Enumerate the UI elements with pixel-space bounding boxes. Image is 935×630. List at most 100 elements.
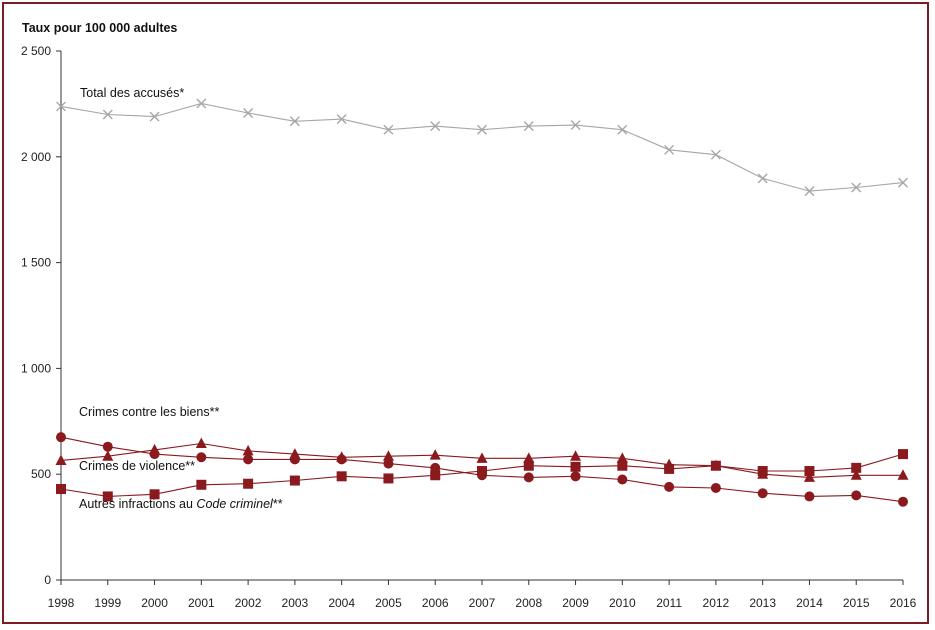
data-point-s3-2013 — [757, 466, 768, 477]
data-point-s1-2016 — [898, 496, 908, 507]
series-label-property: Crimes contre les biens** — [79, 405, 219, 419]
x-tick-label: 2002 — [235, 596, 262, 610]
data-point-s1-2011 — [664, 481, 675, 492]
x-tick-label: 2014 — [796, 596, 823, 610]
data-point-s0-1999 — [102, 109, 113, 120]
series-label-total: Total des accusés* — [80, 86, 184, 100]
data-point-s1-2012 — [710, 482, 721, 493]
y-tick-label: 1 000 — [21, 361, 51, 375]
data-point-s3-1998 — [56, 484, 66, 495]
data-point-s2-2007 — [476, 452, 488, 463]
data-point-s3-2002 — [243, 478, 254, 489]
data-point-s2-2002 — [242, 444, 254, 456]
data-point-s1-2010 — [617, 474, 628, 485]
data-point-s2-2014 — [803, 471, 815, 482]
x-tick-label: 2008 — [515, 596, 542, 610]
series-label-violent: Crimes de violence** — [79, 459, 195, 473]
data-point-s3-2003 — [289, 475, 300, 486]
data-point-s0-2007 — [477, 124, 487, 135]
data-point-s0-2012 — [710, 149, 721, 160]
y-tick-label: 0 — [44, 573, 51, 587]
series-label-other-italic: Code criminel — [196, 497, 274, 511]
series-line-0 — [60, 102, 904, 192]
x-tick-label: 2005 — [375, 596, 402, 610]
x-tick-label: 2009 — [562, 596, 589, 610]
x-tick-label: 2001 — [188, 596, 215, 610]
data-point-s1-2013 — [757, 488, 768, 499]
data-point-s3-2009 — [570, 461, 581, 472]
series-markers — [55, 98, 909, 507]
x-tick-label: 2016 — [890, 596, 917, 610]
series-label-other: Autres infractions au Code criminel** — [79, 497, 283, 511]
data-point-s3-2011 — [664, 463, 675, 474]
data-point-s3-2010 — [617, 460, 628, 471]
x-tick-label: 2000 — [141, 596, 168, 610]
data-point-s0-2006 — [430, 121, 441, 132]
data-point-s0-2009 — [570, 120, 581, 131]
data-point-s0-2008 — [523, 121, 534, 132]
chart-frame — [2, 2, 929, 624]
data-point-s2-2001 — [195, 437, 207, 449]
data-point-s0-2003 — [289, 116, 300, 127]
data-point-s2-1998 — [55, 454, 67, 465]
data-point-s3-2006 — [430, 470, 441, 481]
data-point-s1-2008 — [523, 472, 534, 483]
data-point-s1-2014 — [804, 491, 815, 502]
data-point-s2-2015 — [850, 469, 862, 480]
data-point-s3-2004 — [336, 471, 347, 482]
data-point-s0-2011 — [664, 144, 675, 155]
data-point-s1-2001 — [196, 452, 207, 463]
x-tick-label: 1999 — [94, 596, 121, 610]
x-tick-label: 2003 — [282, 596, 309, 610]
data-point-s3-2001 — [196, 479, 207, 490]
data-point-s3-1999 — [102, 491, 113, 502]
series-label-other-suffix: ** — [273, 497, 283, 511]
data-point-s1-2015 — [851, 490, 862, 501]
data-point-s0-2000 — [149, 111, 160, 122]
x-tick-label: 2011 — [656, 596, 682, 610]
data-point-s2-2016 — [897, 469, 909, 480]
data-point-s0-2013 — [757, 173, 768, 184]
x-tick-label: 2013 — [749, 596, 776, 610]
x-tick-label: 2015 — [843, 596, 870, 610]
data-point-s2-1999 — [102, 450, 114, 461]
data-point-s1-2009 — [570, 471, 581, 482]
x-tick-label: 2006 — [422, 596, 449, 610]
data-point-s2-2006 — [429, 449, 441, 460]
series-label-other-prefix: Autres infractions au — [79, 497, 196, 511]
data-point-s3-2012 — [710, 460, 721, 471]
data-point-s0-2005 — [383, 124, 394, 135]
data-point-s3-2016 — [898, 449, 908, 460]
data-point-s0-2002 — [243, 108, 254, 118]
data-point-s2-2010 — [616, 452, 628, 463]
x-tick-label: 1998 — [48, 596, 75, 610]
data-point-s2-2008 — [523, 452, 535, 463]
data-point-s0-2004 — [336, 114, 347, 125]
data-point-s3-2007 — [477, 466, 487, 477]
data-point-s2-2003 — [289, 448, 301, 459]
y-tick-label: 2 000 — [21, 150, 51, 164]
x-tick-label: 2010 — [609, 596, 636, 610]
x-tick-label: 2007 — [469, 596, 496, 610]
data-point-s0-2014 — [804, 186, 815, 197]
data-point-s1-1999 — [102, 441, 113, 452]
data-point-s0-2010 — [617, 124, 628, 135]
series-lines — [60, 102, 904, 503]
data-point-s3-2015 — [851, 462, 862, 473]
y-tick-label: 500 — [31, 467, 51, 481]
data-point-s2-2000 — [149, 443, 161, 455]
data-point-s1-2005 — [383, 458, 394, 469]
data-point-s3-2008 — [523, 460, 534, 471]
data-point-s2-2009 — [570, 450, 582, 461]
data-point-s0-2001 — [196, 98, 207, 109]
data-point-s2-2004 — [336, 451, 348, 462]
data-point-s3-2014 — [804, 466, 815, 477]
data-point-s3-2000 — [149, 489, 160, 500]
data-point-s2-2005 — [382, 450, 394, 461]
data-point-s0-2015 — [851, 182, 862, 193]
y-axis-title: Taux pour 100 000 adultes — [22, 21, 177, 35]
data-point-s3-2005 — [383, 473, 394, 484]
data-point-s1-1998 — [56, 432, 66, 443]
x-tick-label: 2004 — [328, 596, 355, 610]
